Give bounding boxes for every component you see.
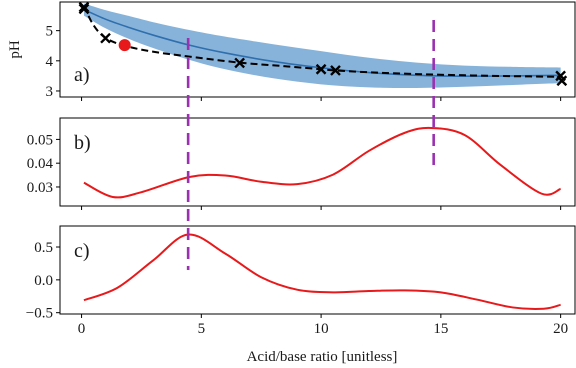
panel-1-frame [59,1,576,98]
panel-2-ytick-label: 0.05 [27,132,53,148]
panel-1-observation-marker [100,32,111,44]
panel-1-observation-marker [330,65,341,76]
panel-1-next-point-marker [118,39,131,52]
panel-2-data [83,126,562,199]
panel-1-confidence-band [83,3,561,88]
panel-3-curve [83,233,561,310]
panel-1-ytick-label: 4 [46,54,54,70]
panel-2-curve [83,126,562,199]
x-tick-label: 0 [78,321,86,337]
x-axis-label: Acid/base ratio [unitless] [247,349,398,365]
panel-2-ytick-label: 0.04 [27,156,54,172]
panel-1-observation-marker [78,3,90,15]
panel-3-ytick-label: −0.5 [26,306,53,322]
x-tick-label: 20 [553,321,568,337]
panel-1-ytick-label: 5 [46,24,54,40]
panel-2-frame [59,117,576,207]
panel-2-label: b) [74,132,91,154]
panel-3-frame [59,225,576,315]
x-tick-label: 15 [433,321,448,337]
panel-1-observation-marker [315,63,327,75]
x-tick-label: 5 [198,321,206,337]
panel-1-dashed-line [83,5,561,78]
panel-1-ytick-label: 3 [46,84,54,100]
panel-3-ytick-label: 0.0 [34,273,53,289]
panel-3-ytick-label: 0.5 [34,240,53,256]
panel-1-label: a) [74,64,90,86]
panel-1-observation-marker [556,75,568,87]
panel-1-observation-marker [78,1,90,13]
panel-1-y-axis-label: pH [7,40,23,59]
panel-3-data [83,233,561,310]
panel-3-label: c) [74,240,90,262]
panel-1-observation-marker [234,57,245,69]
x-tick-label: 10 [314,321,329,337]
panel-1-data [83,3,561,88]
panel-2-ytick-label: 0.03 [27,180,53,196]
